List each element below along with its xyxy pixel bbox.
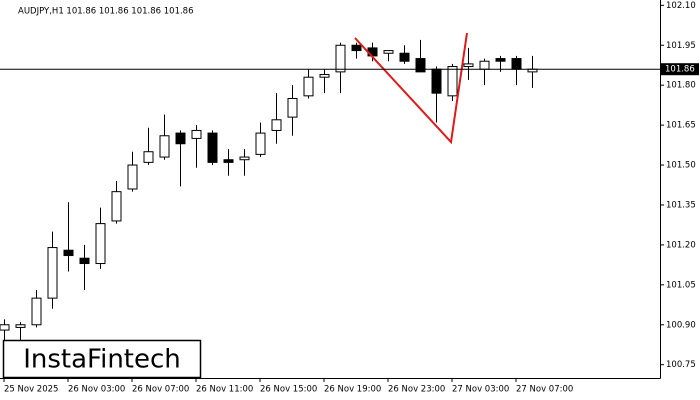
x-tick-label: 27 Nov 03:00 xyxy=(452,385,509,395)
y-tick-label: 101.65 xyxy=(666,121,696,131)
candle-body xyxy=(351,44,362,52)
candle-body xyxy=(239,156,250,161)
candle-body xyxy=(479,60,490,70)
candle-body xyxy=(255,132,266,155)
candle-body xyxy=(79,257,90,265)
y-tick-label: 102.10 xyxy=(666,1,696,11)
x-tick-label: 27 Nov 07:00 xyxy=(516,385,573,395)
y-tick-label: 101.20 xyxy=(666,240,696,250)
candle-body xyxy=(399,52,410,62)
x-tick-label: 26 Nov 15:00 xyxy=(260,385,317,395)
y-tick-label: 101.80 xyxy=(666,81,696,91)
candle-body xyxy=(383,50,394,54)
candle-body xyxy=(95,223,106,265)
candle-body xyxy=(271,119,282,131)
y-tick-label: 101.35 xyxy=(666,200,696,210)
candle-body xyxy=(511,58,522,70)
candle-body xyxy=(159,135,170,158)
candle-body xyxy=(0,324,10,331)
candle-body xyxy=(127,164,138,190)
candle-body xyxy=(319,74,330,78)
candle-body xyxy=(335,44,346,73)
candle-body xyxy=(175,132,186,145)
candle-body xyxy=(303,76,314,97)
x-tick-label: 26 Nov 23:00 xyxy=(388,385,445,395)
candle-body xyxy=(207,132,218,163)
y-tick-label: 101.05 xyxy=(666,280,696,290)
candle-body xyxy=(223,159,234,163)
x-tick-label: 25 Nov 2025 xyxy=(4,385,58,395)
candle-body xyxy=(47,247,58,299)
candle-body xyxy=(63,249,74,257)
y-tick-label: 101.95 xyxy=(666,41,696,51)
y-tick-label: 100.90 xyxy=(666,320,696,330)
candle-body xyxy=(463,63,474,68)
x-tick-label: 26 Nov 07:00 xyxy=(132,385,189,395)
candle-body xyxy=(111,191,122,222)
current-price-label: 101.86 xyxy=(665,65,695,75)
candle-body xyxy=(415,58,426,73)
y-tick-label: 100.75 xyxy=(666,360,696,370)
x-tick-label: 26 Nov 19:00 xyxy=(324,385,381,395)
candle-body xyxy=(31,297,42,326)
candle-body xyxy=(431,68,442,94)
candle-body xyxy=(447,66,458,97)
x-tick-label: 26 Nov 03:00 xyxy=(68,385,125,395)
candle-body xyxy=(143,151,154,163)
chart-title: AUDJPY,H1 101.86 101.86 101.86 101.86 xyxy=(18,7,194,17)
logo: InstaFintech xyxy=(23,345,181,375)
candle-body xyxy=(495,58,506,62)
x-tick-label: 26 Nov 11:00 xyxy=(196,385,253,395)
current-price-box xyxy=(661,63,699,76)
candle-body xyxy=(15,324,26,328)
logo-box xyxy=(2,339,202,379)
candle-body xyxy=(287,97,298,118)
candle-body xyxy=(191,129,202,139)
y-tick-label: 101.50 xyxy=(666,161,696,171)
